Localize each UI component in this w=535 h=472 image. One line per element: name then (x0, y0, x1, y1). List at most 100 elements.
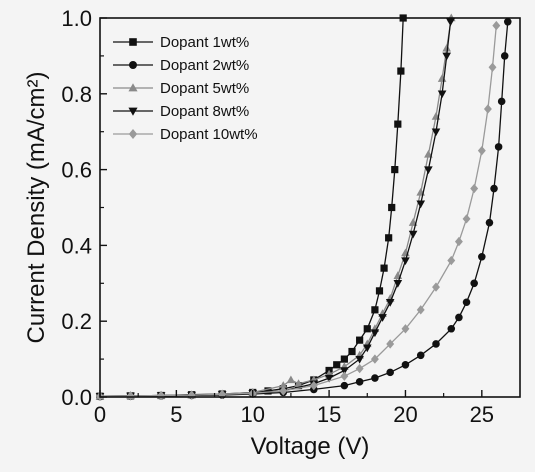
data-point (500, 52, 509, 60)
data-point (478, 252, 486, 261)
data-point (401, 324, 410, 334)
data-point (437, 90, 447, 99)
data-point (432, 340, 440, 348)
data-point (483, 104, 492, 114)
data-point (455, 313, 463, 322)
data-point (355, 378, 364, 386)
data-point (442, 43, 452, 52)
data-point (397, 67, 405, 75)
legend-marker (128, 107, 138, 116)
legend-entry: Dopant 8wt% (113, 103, 249, 120)
data-point (348, 347, 356, 356)
x-tick-label: 15 (317, 402, 341, 427)
data-point (416, 305, 425, 315)
data-point (393, 280, 403, 288)
x-tick-label: 0 (94, 402, 106, 427)
x-tick-label: 25 (470, 402, 494, 427)
data-point (385, 234, 393, 242)
data-point (454, 236, 463, 247)
legend-entry: Dopant 5wt% (113, 80, 249, 97)
data-point (371, 374, 379, 382)
y-tick-label: 0.4 (61, 233, 92, 258)
legend-entry: Dopant 10wt% (113, 126, 258, 143)
data-point (385, 299, 395, 307)
x-axis-label: Voltage (V) (251, 433, 370, 460)
legend-label: Dopant 2wt% (160, 57, 249, 74)
data-point (432, 282, 440, 292)
data-point (340, 355, 348, 363)
data-point (462, 298, 471, 307)
data-point (375, 287, 384, 295)
data-point (416, 200, 426, 209)
data-point (401, 361, 410, 369)
data-point (431, 128, 441, 137)
x-tick-label: 5 (170, 402, 182, 427)
legend-entry: Dopant 2wt% (113, 57, 249, 74)
data-point (370, 329, 380, 338)
data-point (446, 18, 455, 27)
x-tick-label: 10 (240, 402, 264, 427)
x-tick-label: 20 (393, 402, 417, 427)
data-point (370, 354, 379, 364)
data-point (378, 314, 387, 322)
data-point (371, 306, 379, 314)
series-5 (96, 20, 501, 401)
data-point (279, 386, 288, 396)
data-point (477, 145, 486, 156)
series-line (99, 21, 509, 398)
data-point (333, 361, 341, 369)
data-point (340, 371, 349, 381)
data-point (386, 368, 394, 377)
y-tick-label: 0.0 (61, 385, 92, 410)
data-point (126, 391, 135, 401)
legend-label: Dopant 1wt% (160, 34, 249, 51)
data-point (324, 374, 334, 383)
data-point (394, 120, 402, 128)
y-tick-label: 0.6 (61, 158, 92, 183)
data-point (470, 279, 478, 288)
data-point (424, 166, 433, 175)
data-point (391, 166, 399, 174)
legend-label: Dopant 10wt% (160, 126, 258, 143)
legend-entry: Dopant 1wt% (113, 34, 249, 51)
data-point (294, 379, 303, 387)
data-point (470, 183, 479, 194)
data-point (286, 375, 296, 384)
legend-label: Dopant 5wt% (160, 80, 249, 97)
data-point (447, 255, 456, 266)
legend-marker (128, 129, 138, 139)
data-point (492, 20, 501, 31)
data-point (362, 344, 372, 353)
data-point (485, 218, 494, 227)
legend-marker (128, 83, 138, 92)
y-tick-label: 1.0 (61, 6, 92, 31)
data-point (380, 264, 388, 272)
data-point (386, 339, 395, 349)
data-point (340, 367, 349, 375)
data-point (355, 363, 364, 374)
data-point (462, 214, 471, 224)
data-point (356, 336, 364, 344)
legend-label: Dopant 8wt% (160, 103, 249, 120)
data-point (442, 52, 452, 61)
data-point (218, 389, 227, 400)
y-axis-label: Current Density (mA/cm²) (23, 71, 50, 343)
data-point (340, 381, 349, 390)
data-point (264, 387, 272, 395)
data-point (416, 351, 425, 360)
legend: Dopant 1wt% Dopant 2wt% Dopant 5wt% Dopant … (113, 34, 258, 143)
data-point (363, 325, 371, 333)
data-point (408, 230, 418, 239)
legend-marker (129, 38, 137, 46)
y-tick-label: 0.8 (61, 82, 92, 107)
data-point (490, 184, 498, 193)
data-point (497, 97, 506, 106)
data-point (157, 390, 166, 401)
data-point (488, 62, 497, 72)
data-point (447, 325, 456, 333)
data-point (494, 143, 503, 151)
data-point (278, 381, 288, 389)
data-point (401, 257, 410, 266)
data-point (504, 18, 512, 26)
